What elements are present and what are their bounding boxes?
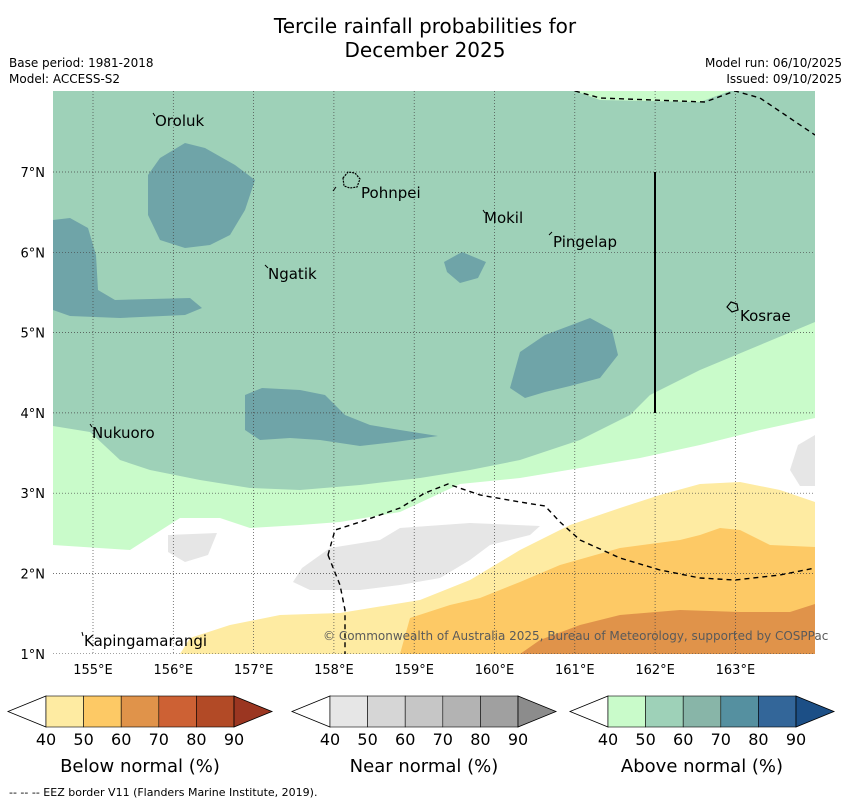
lat-label: 5°N: [21, 327, 46, 342]
lon-label: 160°E: [475, 663, 515, 678]
model-name: Model: ACCESS-S2: [9, 72, 121, 86]
lon-label: 161°E: [555, 663, 595, 678]
lat-label: 4°N: [21, 407, 46, 422]
colorbar-segment: [367, 695, 406, 728]
colorbar-tick-label: 70: [433, 730, 453, 749]
colorbar-tick-label: 70: [711, 730, 731, 749]
copyright-notice: © Commonwealth of Australia 2025, Bureau…: [323, 629, 828, 643]
colorbar-segment: [607, 695, 646, 728]
place-mokil: Mokil: [484, 209, 523, 227]
colorbar-segment: [442, 695, 481, 728]
title-line-2: December 2025: [344, 38, 506, 62]
colorbar-segment: [645, 695, 684, 728]
above-normal-colorbar: 40 50 60 70 80 90: [568, 695, 836, 749]
colorbar-tick-label: 50: [635, 730, 655, 749]
lat-label: 3°N: [21, 487, 46, 502]
colorbar-min-arrow: [290, 695, 331, 728]
place-oroluk: Oroluk: [155, 112, 204, 130]
below-normal-label: Below normal (%): [60, 756, 220, 777]
below-normal-colorbar: 40 50 60 70 80 90: [6, 695, 274, 749]
colorbar-segment: [758, 695, 797, 728]
colorbar-max-arrow: [795, 695, 836, 728]
colorbar-segment: [682, 695, 722, 728]
colorbar-tick-label: 40: [598, 730, 618, 749]
colorbar-min-arrow: [568, 695, 609, 728]
above-normal-70-region-4: [510, 318, 618, 398]
pohnpei-island-outline: [342, 171, 361, 189]
place-markers: [81, 112, 553, 637]
colorbar-tick-label: 40: [36, 730, 56, 749]
colorbar-tick-label: 90: [508, 730, 528, 749]
near-normal-50-region-2: [293, 523, 540, 590]
colorbar-tick-label: 50: [357, 730, 377, 749]
colorbar-segment: [404, 695, 444, 728]
lon-label: 162°E: [635, 663, 675, 678]
near-normal-50-region-1: [168, 533, 217, 562]
above-normal-label: Above normal (%): [620, 756, 784, 777]
title-line-1: Tercile rainfall probabilities for: [273, 14, 577, 38]
lon-label: 159°E: [394, 663, 434, 678]
eez-border-east: [327, 483, 815, 581]
colorbar-tick-label: 80: [470, 730, 490, 749]
rainfall-map: Oroluk Pohnpei Mokil Pingelap Ngatik Kos…: [21, 91, 828, 678]
lat-label: 6°N: [21, 246, 46, 261]
eez-border-west: [327, 554, 346, 654]
footer-note: -- -- -- EEZ border V11 (Flanders Marine…: [9, 786, 318, 799]
colorbar-tick-label: 60: [395, 730, 415, 749]
colorbar-segment: [158, 695, 197, 728]
colorbar-tick-label: 60: [111, 730, 131, 749]
below-normal-70-region: [520, 604, 815, 654]
colorbar-segment: [120, 695, 160, 728]
colorbar-segment: [329, 695, 368, 728]
colorbar-tick-label: 50: [73, 730, 93, 749]
lon-label: 156°E: [154, 663, 194, 678]
near-normal-colorbar: 40 50 60 70 80 90: [290, 695, 558, 749]
kosrae-island-outline: [726, 301, 739, 313]
above-normal-70-region-1: [148, 143, 255, 248]
colorbar-tick-label: 70: [149, 730, 169, 749]
islet-mark: [332, 186, 337, 192]
model-run: Model run: 06/10/2025: [704, 56, 842, 70]
place-nukuoro: Nukuoro: [92, 424, 155, 442]
colorbar-tick-label: 90: [786, 730, 806, 749]
issued-date: Issued: 09/10/2025: [726, 72, 842, 86]
place-kosrae: Kosrae: [740, 307, 791, 325]
colorbar-segment: [196, 695, 235, 728]
colorbar-tick-label: 80: [186, 730, 206, 749]
colorbar-segment: [83, 695, 122, 728]
colorbar-tick-label: 60: [673, 730, 693, 749]
lon-label: 157°E: [234, 663, 274, 678]
lon-label: 163°E: [716, 663, 756, 678]
base-period: Base period: 1981-2018: [9, 56, 154, 70]
colorbar-segment: [45, 695, 84, 728]
colorbar-max-arrow: [517, 695, 558, 728]
place-kapingamarangi: Kapingamarangi: [84, 632, 207, 650]
colorbar-min-arrow: [6, 695, 47, 728]
place-pingelap: Pingelap: [553, 233, 617, 251]
eez-border-north: [574, 91, 815, 136]
colorbar-tick-label: 40: [320, 730, 340, 749]
colorbar-segment: [720, 695, 759, 728]
lat-label: 7°N: [21, 166, 46, 181]
lat-label: 1°N: [21, 648, 46, 663]
colorbar-tick-label: 90: [224, 730, 244, 749]
above-normal-70-region-5: [245, 388, 438, 446]
above-normal-70-region-3: [444, 252, 486, 283]
colorbar-tick-label: 80: [748, 730, 768, 749]
above-normal-70-region-2: [53, 218, 202, 318]
colorbar-max-arrow: [233, 695, 274, 728]
lon-label: 158°E: [314, 663, 354, 678]
place-ngatik: Ngatik: [268, 265, 317, 283]
near-normal-label: Near normal (%): [349, 756, 499, 777]
lat-label: 2°N: [21, 568, 46, 583]
near-normal-50-region-3: [790, 435, 815, 486]
colorbar-segment: [480, 695, 519, 728]
lon-label: 155°E: [73, 663, 113, 678]
colorbars: 40 50 60 70 80 90 40 50 60 70 80 90 40 50 60 70 80 90: [6, 695, 836, 749]
place-pohnpei: Pohnpei: [361, 184, 421, 202]
